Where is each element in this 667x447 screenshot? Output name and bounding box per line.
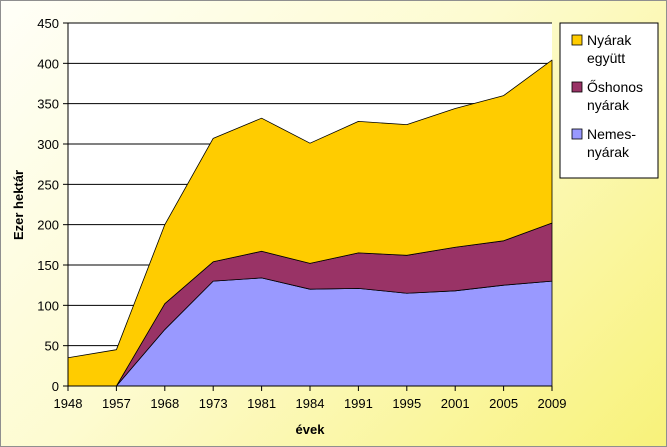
x-axis-ticks: 1948 1957 1968 1973 1981 1984 1991 1995 2001 2005…	[54, 386, 567, 411]
x-tick-label: 1981	[247, 396, 276, 411]
y-tick-label: 200	[37, 218, 59, 233]
x-tick-label: 1984	[296, 396, 325, 411]
y-tick-label: 400	[37, 56, 59, 71]
x-tick-label: 2005	[489, 396, 518, 411]
y-tick-label: 250	[37, 177, 59, 192]
x-tick-label: 2001	[441, 396, 470, 411]
legend-label: Őshonos	[587, 79, 643, 95]
x-tick-label: 1968	[150, 396, 179, 411]
x-tick-label: 1991	[344, 396, 373, 411]
y-tick-label: 100	[37, 298, 59, 313]
area-series-2	[67, 59, 553, 387]
x-tick-label: 1948	[54, 396, 83, 411]
y-tick-label: 50	[45, 339, 59, 354]
legend-label: együtt	[587, 50, 625, 66]
legend-label: Nemes-	[587, 126, 636, 142]
x-tick-label: 1995	[392, 396, 421, 411]
x-tick-label: 1973	[199, 396, 228, 411]
legend-swatch	[571, 34, 583, 46]
legend-label: Nyárak	[587, 32, 632, 48]
x-tick-label: 2009	[538, 396, 567, 411]
y-tick-label: 0	[52, 379, 59, 394]
y-tick-label: 350	[37, 97, 59, 112]
legend-label: nyárak	[587, 97, 630, 113]
legend-box	[559, 22, 659, 179]
legend: Nyárak együtt Őshonos nyárak Nemes-nyárak	[559, 22, 659, 179]
legend-swatch	[571, 128, 583, 140]
y-tick-label: 300	[37, 137, 59, 152]
y-axis-title: Ezer hektár	[11, 170, 26, 240]
y-axis-ticks: 0 50 100 150 200 250 300 350 400 450	[37, 16, 68, 394]
y-tick-label: 450	[37, 16, 59, 31]
x-axis-title: évek	[296, 422, 326, 437]
y-tick-label: 150	[37, 258, 59, 273]
legend-swatch	[571, 81, 583, 93]
x-tick-label: 1957	[102, 396, 131, 411]
legend-label: nyárak	[587, 144, 630, 160]
area-series	[67, 59, 553, 387]
